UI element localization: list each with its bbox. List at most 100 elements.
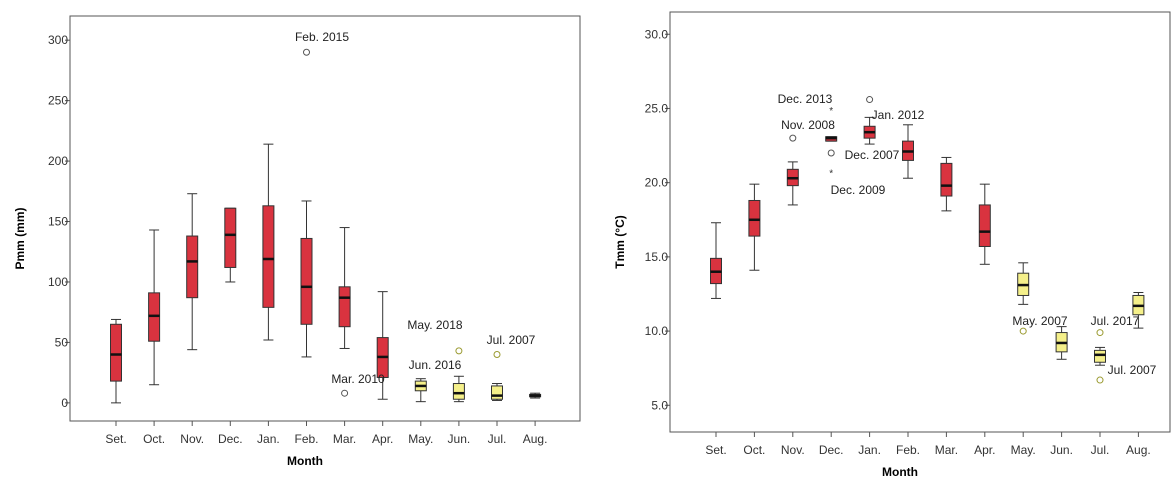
box-Jul. bbox=[491, 383, 503, 401]
box-Nov. bbox=[786, 161, 799, 206]
outlier-point bbox=[789, 134, 797, 142]
box-Aug. bbox=[1132, 291, 1145, 329]
y-tick-label: 10.0 bbox=[645, 324, 669, 338]
outlier-star: * bbox=[829, 168, 833, 179]
x-tick-label: Set. bbox=[705, 443, 726, 457]
plot-frame bbox=[69, 15, 581, 422]
box-iqr bbox=[262, 205, 275, 308]
annotation-label: May. 2007 bbox=[1012, 314, 1067, 328]
box-iqr bbox=[186, 235, 199, 299]
outlier-point bbox=[1019, 327, 1027, 335]
box-iqr bbox=[940, 162, 953, 197]
x-tick-label: Apr. bbox=[372, 432, 393, 446]
annotation-label: Nov. 2008 bbox=[781, 118, 835, 132]
box-Mar. bbox=[338, 227, 351, 349]
y-tick-label: 15.0 bbox=[645, 250, 669, 264]
plot-frame bbox=[669, 11, 1171, 433]
x-tick-label: Set. bbox=[105, 432, 126, 446]
outlier-label: Feb. 2015 bbox=[295, 30, 349, 44]
outlier-label: Mar. 2010 bbox=[331, 372, 385, 386]
box-Jan. bbox=[863, 116, 876, 145]
outlier-label: Jul. 2007 bbox=[487, 333, 536, 347]
x-tick-label: Nov. bbox=[781, 443, 805, 457]
box-iqr bbox=[748, 199, 761, 237]
x-tick-label: Nov. bbox=[180, 432, 204, 446]
outlier-point bbox=[1096, 329, 1104, 337]
x-tick-label: Aug. bbox=[1126, 443, 1151, 457]
box-Jun. bbox=[452, 375, 465, 403]
x-tick-label: Feb. bbox=[896, 443, 920, 457]
x-tick-label: Mar. bbox=[935, 443, 958, 457]
annotation-label: Jun. 2016 bbox=[409, 358, 462, 372]
box-Apr. bbox=[978, 183, 991, 265]
y-axis-title: Tmm (°C) bbox=[613, 215, 627, 268]
x-tick-label: Feb. bbox=[294, 432, 318, 446]
box-Mar. bbox=[940, 156, 953, 212]
outlier-point bbox=[827, 149, 835, 157]
box-iqr bbox=[452, 383, 465, 400]
outlier-point bbox=[303, 48, 310, 56]
x-tick-label: Jan. bbox=[257, 432, 280, 446]
annotation-label: Dec. 2009 bbox=[831, 183, 886, 197]
y-tick-label: 100 bbox=[48, 275, 68, 289]
box-Aug. bbox=[529, 392, 542, 399]
box-iqr bbox=[110, 323, 122, 382]
y-axis-title: Pmm (mm) bbox=[13, 207, 27, 269]
box-Oct. bbox=[748, 183, 761, 271]
x-tick-label: May. bbox=[408, 432, 433, 446]
x-tick-label: Jun. bbox=[1050, 443, 1073, 457]
box-Apr. bbox=[376, 291, 389, 400]
box-Jan. bbox=[262, 143, 275, 341]
y-tick-label: 25.0 bbox=[645, 101, 669, 115]
x-tick-label: Dec. bbox=[218, 432, 243, 446]
annotation-label: Jul. 2007 bbox=[1108, 363, 1157, 377]
box-iqr bbox=[224, 207, 237, 268]
box-May. bbox=[1017, 262, 1030, 305]
box-Oct. bbox=[148, 229, 161, 386]
y-tick-label: 300 bbox=[48, 33, 68, 47]
x-axis-title: Month bbox=[287, 454, 323, 468]
y-tick-label: 30.0 bbox=[645, 27, 669, 41]
box-Nov. bbox=[186, 193, 199, 351]
annotation-label: Jan. 2012 bbox=[872, 108, 925, 122]
x-tick-label: Apr. bbox=[974, 443, 995, 457]
box-iqr bbox=[338, 286, 351, 328]
x-axis-title: Month bbox=[882, 465, 918, 477]
box-Jun. bbox=[1055, 326, 1068, 360]
outlier-point bbox=[455, 347, 463, 355]
y-tick-label: 150 bbox=[48, 215, 68, 229]
y-tick-label: 5.0 bbox=[651, 398, 668, 412]
annotation-label: Dec. 2013 bbox=[778, 92, 833, 106]
box-iqr bbox=[1094, 349, 1106, 363]
outlier-point bbox=[866, 96, 874, 104]
box-iqr bbox=[491, 385, 503, 400]
x-tick-label: Jul. bbox=[1091, 443, 1110, 457]
outlier-point bbox=[341, 389, 349, 397]
box-Set. bbox=[110, 318, 122, 404]
box-Set. bbox=[710, 222, 722, 299]
box-Feb. bbox=[300, 200, 313, 358]
y-tick-label: 20.0 bbox=[645, 176, 669, 190]
outlier-point bbox=[493, 351, 501, 359]
box-Jul. bbox=[1094, 346, 1106, 366]
box-iqr bbox=[978, 204, 991, 247]
y-tick-label: 250 bbox=[48, 94, 68, 108]
annotation-label: Dec. 2007 bbox=[845, 148, 900, 162]
x-tick-label: Dec. bbox=[819, 443, 844, 457]
outlier-point bbox=[1096, 376, 1104, 384]
chart-panel-1: 0 50 100 150 200 250 300 Set. Oct. Nov. Dec. Jan. Fe… bbox=[13, 15, 581, 468]
y-tick-label: 0 bbox=[61, 396, 68, 410]
x-tick-label: Oct. bbox=[743, 443, 765, 457]
y-tick-label: 50 bbox=[55, 335, 69, 349]
x-tick-label: Mar. bbox=[333, 432, 356, 446]
annotation-label: Jul. 2017 bbox=[1091, 314, 1140, 328]
outlier-star: * bbox=[829, 106, 833, 117]
x-tick-label: Jul. bbox=[488, 432, 507, 446]
x-tick-label: Oct. bbox=[143, 432, 165, 446]
box-Feb. bbox=[902, 124, 914, 179]
box-May. bbox=[414, 378, 427, 403]
box-Dec. bbox=[825, 136, 838, 142]
x-tick-label: May. bbox=[1011, 443, 1036, 457]
